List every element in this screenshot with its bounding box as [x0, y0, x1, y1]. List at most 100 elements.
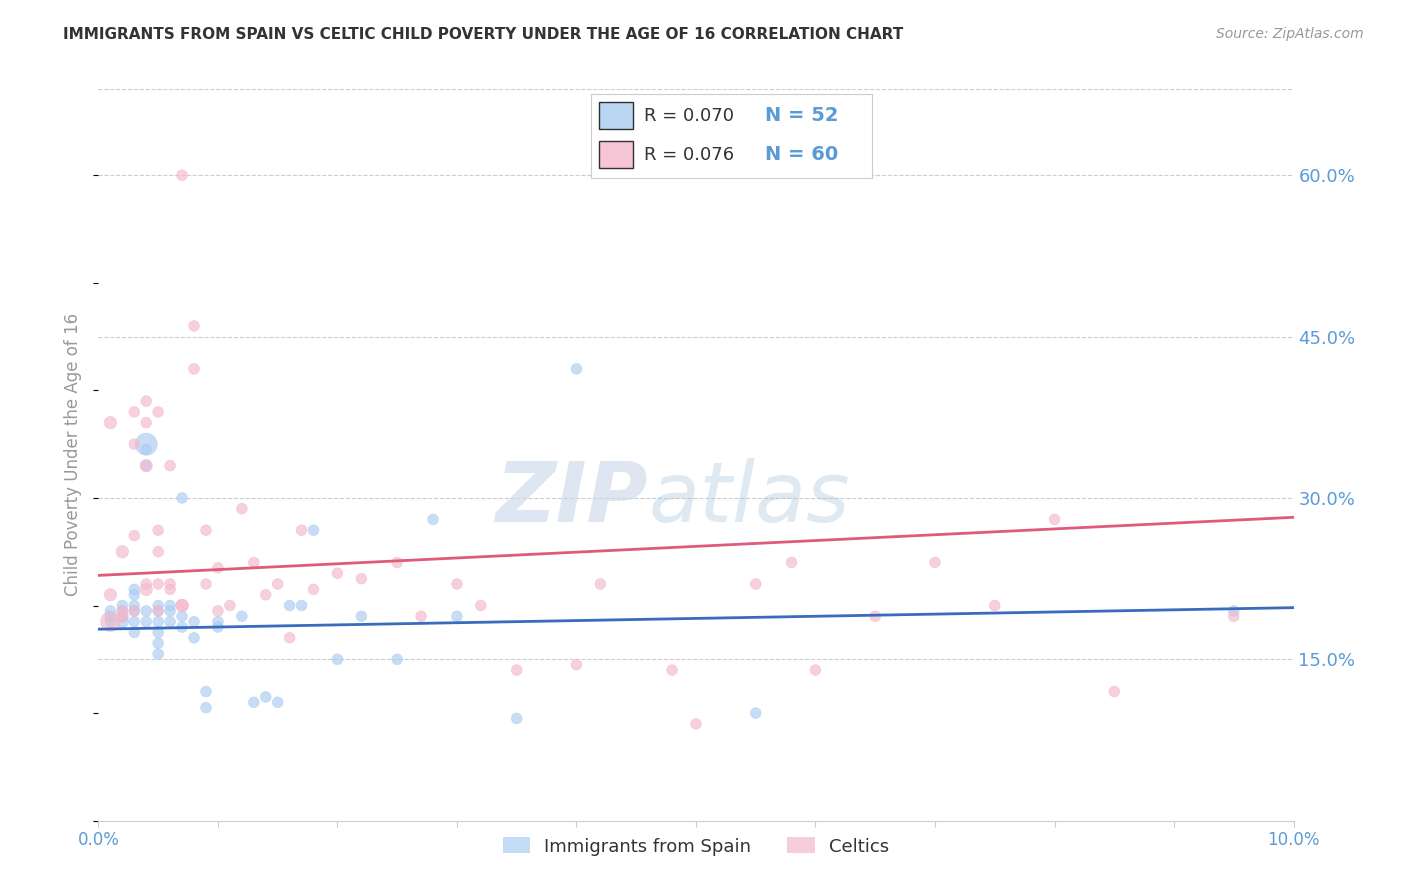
Point — [924, 556, 946, 570]
Point — [111, 615, 134, 629]
Point — [98, 609, 122, 624]
Point — [124, 528, 146, 542]
Point — [148, 599, 170, 613]
Point — [159, 615, 181, 629]
Point — [148, 615, 170, 629]
Point — [302, 523, 325, 537]
Point — [207, 561, 229, 575]
Point — [195, 577, 218, 591]
Point — [302, 582, 325, 597]
Point — [278, 599, 301, 613]
Point — [207, 620, 229, 634]
Point — [446, 577, 468, 591]
Point — [745, 706, 768, 720]
Point — [183, 318, 205, 333]
Text: ZIP: ZIP — [495, 458, 648, 540]
Point — [661, 663, 683, 677]
Point — [159, 604, 181, 618]
Point — [111, 545, 134, 559]
Point — [446, 609, 468, 624]
Y-axis label: Child Poverty Under the Age of 16: Child Poverty Under the Age of 16 — [65, 313, 83, 597]
Point — [172, 168, 194, 182]
Point — [865, 609, 887, 624]
Point — [135, 437, 157, 451]
Point — [98, 615, 122, 629]
Point — [98, 416, 122, 430]
Text: R = 0.076: R = 0.076 — [644, 145, 734, 163]
Point — [422, 512, 444, 526]
Point — [98, 615, 122, 629]
Point — [267, 577, 290, 591]
Point — [254, 690, 277, 704]
Point — [195, 523, 218, 537]
Point — [135, 577, 157, 591]
Point — [124, 405, 146, 419]
Point — [183, 615, 205, 629]
Point — [148, 523, 170, 537]
Point — [326, 566, 349, 581]
Text: Source: ZipAtlas.com: Source: ZipAtlas.com — [1216, 27, 1364, 41]
Point — [195, 684, 218, 698]
Point — [254, 588, 277, 602]
Point — [243, 695, 266, 709]
Point — [124, 582, 146, 597]
Point — [172, 620, 194, 634]
Point — [243, 556, 266, 570]
Point — [506, 663, 529, 677]
Point — [148, 647, 170, 661]
Point — [231, 501, 253, 516]
Point — [326, 652, 349, 666]
Point — [411, 609, 433, 624]
Point — [98, 588, 122, 602]
Point — [135, 416, 157, 430]
FancyBboxPatch shape — [599, 141, 633, 169]
Point — [124, 604, 146, 618]
Point — [124, 625, 146, 640]
Point — [159, 582, 181, 597]
Point — [124, 604, 146, 618]
Point — [135, 394, 157, 409]
Point — [1104, 684, 1126, 698]
Point — [172, 609, 194, 624]
Point — [804, 663, 827, 677]
Point — [350, 572, 373, 586]
Point — [350, 609, 373, 624]
Point — [231, 609, 253, 624]
Point — [148, 604, 170, 618]
Point — [124, 615, 146, 629]
Point — [135, 615, 157, 629]
Point — [148, 545, 170, 559]
Point — [183, 631, 205, 645]
Point — [124, 588, 146, 602]
Point — [111, 599, 134, 613]
Point — [291, 599, 314, 613]
Point — [195, 700, 218, 714]
Point — [172, 599, 194, 613]
Point — [111, 604, 134, 618]
Point — [385, 556, 409, 570]
Point — [291, 523, 314, 537]
Text: N = 60: N = 60 — [765, 145, 838, 164]
Point — [159, 458, 181, 473]
Point — [565, 362, 588, 376]
Point — [1043, 512, 1066, 526]
Point — [183, 362, 205, 376]
Point — [111, 609, 134, 624]
Point — [148, 604, 170, 618]
Point — [385, 652, 409, 666]
Point — [207, 604, 229, 618]
Point — [135, 604, 157, 618]
Point — [207, 615, 229, 629]
Point — [506, 711, 529, 725]
Point — [589, 577, 612, 591]
Point — [148, 625, 170, 640]
Point — [267, 695, 290, 709]
Text: IMMIGRANTS FROM SPAIN VS CELTIC CHILD POVERTY UNDER THE AGE OF 16 CORRELATION CH: IMMIGRANTS FROM SPAIN VS CELTIC CHILD PO… — [63, 27, 904, 42]
Point — [159, 577, 181, 591]
Text: N = 52: N = 52 — [765, 106, 838, 125]
Point — [278, 631, 301, 645]
Point — [135, 442, 157, 457]
Point — [159, 599, 181, 613]
Point — [984, 599, 1007, 613]
Point — [1223, 609, 1246, 624]
